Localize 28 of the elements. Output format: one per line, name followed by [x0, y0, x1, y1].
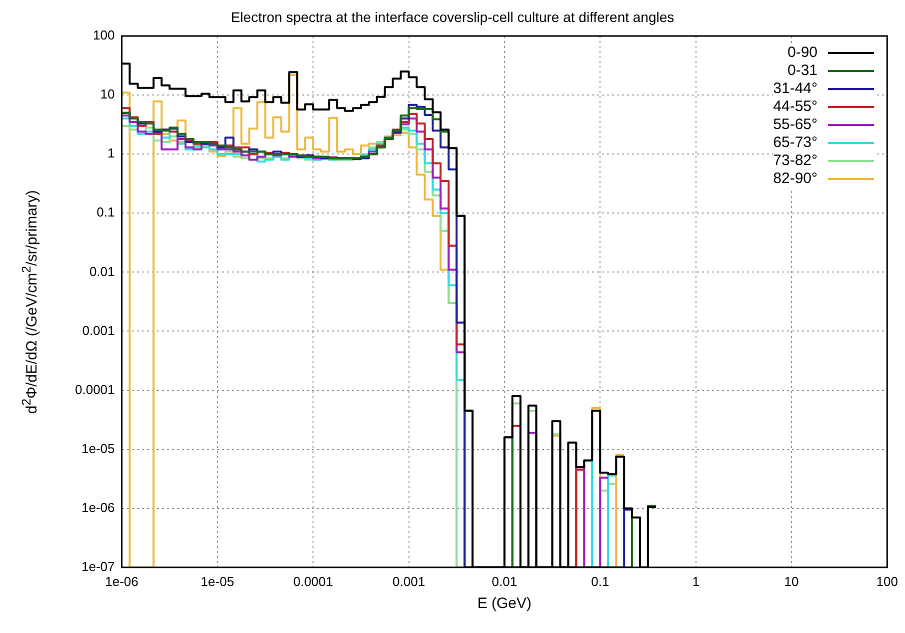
x-tick-label: 1e-05	[200, 574, 234, 589]
y-tick-label: 1e-06	[82, 500, 115, 515]
y-tick-label: 0.0001	[74, 382, 115, 397]
x-tick-label: 10	[784, 574, 799, 589]
legend-label: 65-73°	[773, 134, 818, 152]
legend-label: 73-82°	[773, 152, 818, 170]
y-tick-label: 0.01	[89, 264, 115, 279]
y-tick-label: 100	[93, 28, 115, 43]
y-tick-label: 1e-07	[82, 558, 115, 574]
y-tick-label: 1	[108, 146, 115, 161]
legend-label: 82-90°	[773, 170, 818, 188]
x-tick-label: 0.0001	[293, 574, 333, 589]
x-tick-label: 100	[876, 574, 898, 589]
chart-title: Electron spectra at the interface coverslip-cell culture at different angles	[230, 9, 676, 25]
x-tick-label: 0.1	[591, 574, 610, 589]
legend-label: 55-65°	[773, 116, 818, 134]
x-tick-label: 1	[692, 574, 700, 589]
y-tick-label: 1e-05	[82, 440, 115, 456]
legend-label: 0-90	[787, 44, 818, 62]
legend-label: 31-44°	[773, 80, 818, 98]
x-axis-title: E (GeV)	[476, 595, 533, 612]
y-tick-label: 0.1	[96, 204, 115, 220]
y-tick-label: 0.001	[82, 322, 115, 338]
y-tick-label: 10	[100, 86, 115, 102]
x-tick-label: 0.001	[392, 574, 426, 589]
legend-label: 0-31	[787, 62, 818, 80]
x-tick-label: 0.01	[492, 574, 518, 589]
legend-label: 44-55°	[773, 98, 818, 116]
